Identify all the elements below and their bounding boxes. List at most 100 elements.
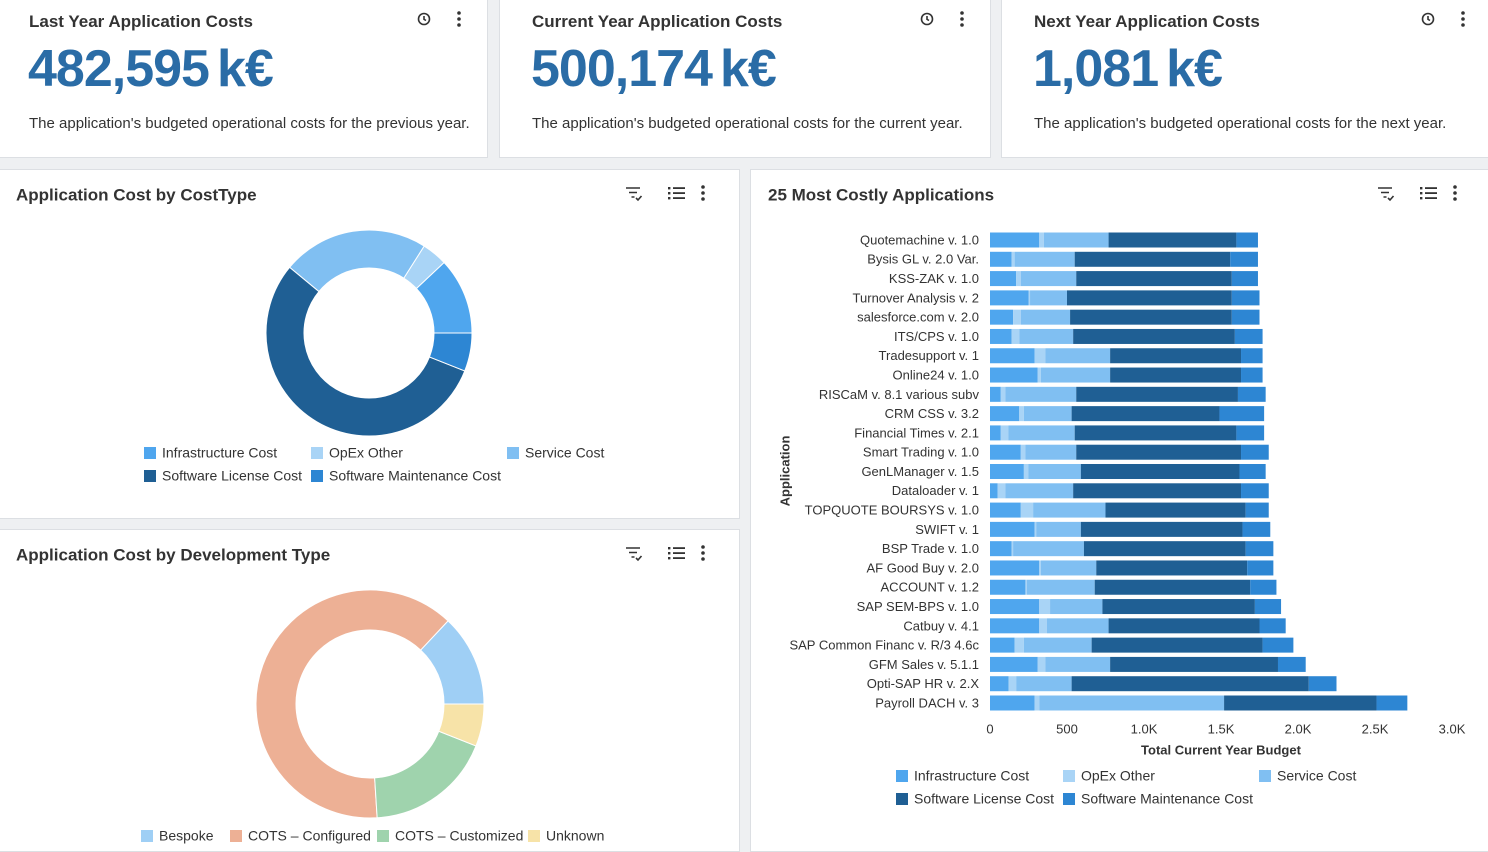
kpi-card: Next Year Application Costs 1,081 k€ The … [1001, 0, 1488, 158]
bar-segment [990, 541, 1012, 557]
chart-title: Application Cost by CostType [16, 185, 257, 204]
list-line[interactable] [673, 197, 685, 199]
filter-check[interactable] [1387, 195, 1395, 202]
list-dot[interactable] [668, 557, 671, 560]
list-dot[interactable] [668, 552, 671, 555]
history-icon[interactable] [1421, 12, 1435, 26]
more-dot[interactable] [1453, 185, 1457, 189]
more-dot[interactable] [701, 545, 705, 549]
filter-icon[interactable] [626, 547, 643, 562]
bar-segment [1020, 271, 1077, 287]
bar-segment [1039, 560, 1041, 576]
filter-check[interactable] [635, 195, 643, 202]
more-icon[interactable] [701, 545, 705, 561]
y-tick-label: TOPQUOTE BOURSYS v. 1.0 [805, 503, 979, 518]
list-dot[interactable] [1420, 187, 1423, 190]
bar-segment [1016, 676, 1072, 692]
legend-swatch [144, 470, 156, 482]
kpi-description: The application's budgeted operational c… [532, 115, 963, 132]
kpi-title: Last Year Application Costs [29, 12, 253, 31]
bar-segment [1083, 541, 1246, 557]
more-dot[interactable] [701, 197, 705, 201]
list-icon[interactable] [1420, 187, 1437, 200]
bar-segment [1023, 464, 1029, 479]
bar-segment [1028, 290, 1031, 306]
bar-segment [1242, 521, 1271, 537]
more-icon[interactable] [701, 185, 705, 201]
legend-label: Service Cost [1277, 768, 1356, 784]
list-dot[interactable] [1420, 192, 1423, 195]
list-dot[interactable] [1420, 197, 1423, 200]
bar-segment [990, 464, 1024, 479]
kpi-card: Last Year Application Costs 482,595 k€ Th… [0, 0, 488, 158]
filter-check[interactable] [635, 555, 643, 562]
bar-segment [1039, 232, 1044, 248]
more-dot[interactable] [1453, 197, 1457, 201]
more-dot[interactable] [701, 185, 705, 189]
bar-segment [1036, 521, 1081, 537]
more-dot[interactable] [701, 191, 705, 195]
more-icon[interactable] [1461, 11, 1465, 27]
bar-segment [1011, 251, 1015, 267]
bar-segment [1245, 541, 1274, 557]
filter-icon[interactable] [1378, 187, 1395, 202]
filter-glyph[interactable] [626, 547, 640, 558]
chart-card: Application Cost by CostType Infrastructu… [0, 169, 740, 519]
bar-segment [1070, 309, 1232, 325]
bar-segment [1236, 425, 1265, 441]
list-dot[interactable] [668, 547, 671, 550]
more-icon[interactable] [1453, 185, 1457, 201]
filter-icon[interactable] [626, 187, 643, 202]
legend-swatch [311, 447, 323, 459]
x-tick-label: 0 [986, 721, 993, 736]
legend-swatch [230, 830, 242, 842]
history-icon[interactable] [417, 12, 431, 26]
more-icon[interactable] [457, 11, 461, 27]
bar-segment [990, 328, 1012, 344]
list-dot[interactable] [668, 187, 671, 190]
more-dot[interactable] [1453, 191, 1457, 195]
donut-chart: Application Cost by Development Type Besp… [16, 545, 705, 844]
y-tick-label: ACCOUNT v. 1.2 [881, 580, 979, 595]
filter-glyph[interactable] [626, 187, 640, 198]
list-line[interactable] [1425, 192, 1437, 194]
list-line[interactable] [673, 192, 685, 194]
list-dot[interactable] [668, 197, 671, 200]
list-line[interactable] [1425, 187, 1437, 189]
x-tick-label: 2.5K [1362, 721, 1389, 736]
bar-segment [990, 271, 1017, 287]
bar-segment [990, 251, 1012, 267]
bar-segment [1108, 232, 1237, 248]
legend-swatch [311, 470, 323, 482]
bar-segment [1005, 386, 1077, 402]
y-tick-label: ITS/CPS v. 1.0 [894, 329, 979, 344]
bar-segment [1067, 290, 1232, 306]
bar-segment [1110, 348, 1242, 364]
list-icon[interactable] [668, 187, 685, 200]
list-line[interactable] [673, 547, 685, 549]
y-tick-label: GFM Sales v. 5.1.1 [869, 657, 979, 672]
list-line[interactable] [673, 552, 685, 554]
more-dot[interactable] [701, 551, 705, 555]
bar-segment [1231, 271, 1258, 287]
list-icon[interactable] [668, 547, 685, 560]
bar-segment [990, 676, 1009, 692]
legend-swatch [896, 793, 908, 805]
more-icon[interactable] [960, 11, 964, 27]
list-line[interactable] [1425, 197, 1437, 199]
filter-glyph[interactable] [1378, 187, 1392, 198]
y-tick-label: Financial Times v. 2.1 [854, 425, 979, 440]
more-dot[interactable] [701, 557, 705, 561]
list-line[interactable] [673, 187, 685, 189]
bar-segment [1076, 444, 1242, 460]
bar-segment [1037, 367, 1041, 383]
kpi-title: Next Year Application Costs [1034, 12, 1260, 31]
bar-segment [1039, 695, 1225, 711]
y-tick-label: Turnover Analysis v. 2 [853, 290, 979, 305]
history-icon[interactable] [920, 12, 934, 26]
list-dot[interactable] [668, 192, 671, 195]
bar-segment [1277, 656, 1306, 672]
y-tick-label: AF Good Buy v. 2.0 [867, 560, 979, 575]
list-line[interactable] [673, 557, 685, 559]
bar-segment [1108, 618, 1260, 634]
